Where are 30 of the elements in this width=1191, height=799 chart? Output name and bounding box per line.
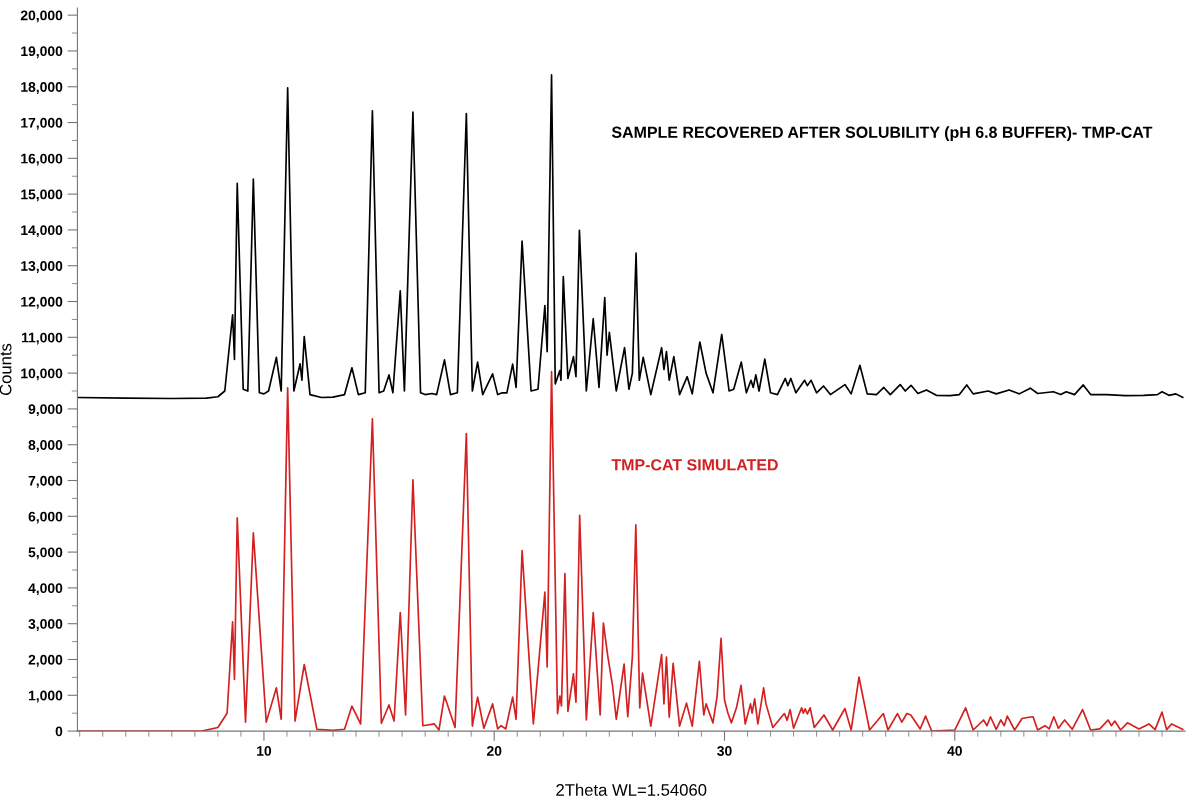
y-tick-label: 5,000: [28, 547, 63, 560]
y-tick-label: 8,000: [28, 440, 63, 452]
y-tick-label: 11,000: [21, 332, 63, 345]
y-tick-label: 14,000: [21, 225, 63, 238]
y-tick-label: 9,000: [28, 404, 63, 417]
x-tick-label: 40: [947, 746, 962, 756]
line-series: [77, 74, 1184, 400]
y-tick-label: 17,000: [21, 117, 63, 130]
y-tick-label: 16,000: [21, 153, 63, 166]
text: SAMPLE RECOVERED AFTER SOLUBILITY (pH 6.8 BUFFER)- TMP-CAT: [611, 126, 1153, 142]
y-tick-label: 4,000: [28, 583, 63, 596]
y-tick-label: 3,000: [28, 619, 63, 631]
y-axis-title: Counts: [0, 343, 12, 396]
y-tick-label: 1,000: [28, 690, 63, 703]
y-tick-label: 6,000: [28, 511, 63, 524]
y-tick-label: 7,000: [28, 475, 63, 488]
y-tick-label: 10,000: [21, 368, 63, 381]
text: TMP-CAT SIMULATED: [611, 459, 778, 471]
y-tick-label: 18,000: [21, 82, 63, 94]
y-tick-label: 19,000: [21, 46, 63, 59]
y-tick-label: 13,000: [21, 261, 63, 273]
y-tick-label: 12,000: [21, 296, 63, 309]
y-tick-label: 0: [55, 726, 63, 737]
x-tick-label: 10: [257, 746, 272, 756]
y-tick-label: 20,000: [20, 10, 63, 23]
x-tick-label: 30: [717, 746, 732, 756]
x-axis-title: 2Theta WL=1.54060: [556, 783, 707, 796]
x-tick-label: 20: [486, 746, 502, 756]
y-tick-label: 2,000: [28, 654, 63, 667]
y-tick-label: 15,000: [21, 189, 63, 202]
